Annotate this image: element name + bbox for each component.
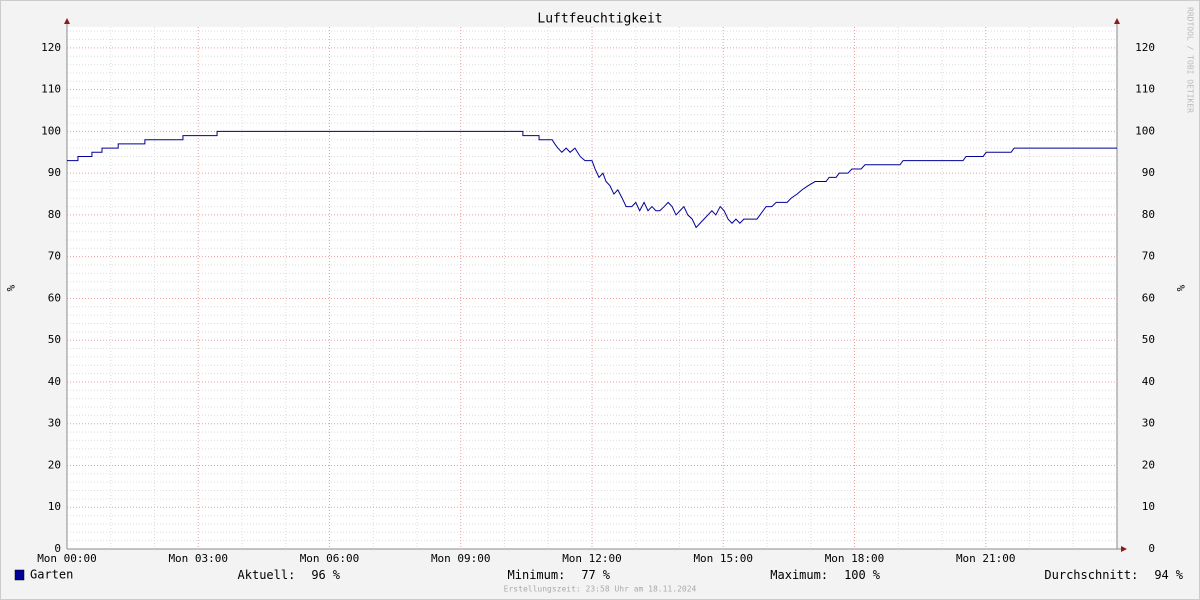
x-tick-label: Mon 12:00 [562,552,622,565]
stat-unit: % [1176,568,1184,582]
y-tick-label: 90 [48,166,61,179]
y2-tick-label: 40 [1142,375,1155,388]
stat-label: Minimum: [508,568,566,582]
y-tick-label: 50 [48,333,61,346]
stat-value: 94 [1154,568,1168,582]
x-tick-label: Mon 18:00 [825,552,885,565]
y-tick-label: 30 [48,417,61,430]
y2-tick-label: 80 [1142,208,1155,221]
x-tick-label: Mon 09:00 [431,552,491,565]
stat: Minimum: 77% [508,568,611,582]
y2-tick-label: 120 [1135,41,1155,54]
y2-tick-label: 20 [1142,458,1155,471]
stat: Maximum: 100% [770,568,880,582]
x-tick-label: Mon 00:00 [37,552,97,565]
stat: Durchschnitt: 94% [1044,568,1183,582]
axis-arrow [1114,18,1120,24]
x-tick-label: Mon 15:00 [693,552,753,565]
stat-unit: % [873,568,881,582]
y-tick-label: 0 [54,542,61,555]
y2-tick-label: 50 [1142,333,1155,346]
stat: Aktuell: 96% [238,568,341,582]
y-axis-label: % [4,285,17,292]
x-tick-label: Mon 06:00 [300,552,360,565]
y2-tick-label: 70 [1142,250,1155,263]
y-tick-label: 20 [48,458,61,471]
stat-value: 77 [581,568,595,582]
y-tick-label: 80 [48,208,61,221]
y-tick-label: 110 [41,83,61,96]
footer: Erstellungszeit: 23:58 Uhr am 18.11.2024 [504,585,697,594]
y2-tick-label: 90 [1142,166,1155,179]
watermark: RRDTOOL / TOBI OETIKER [1186,7,1195,113]
stat-label: Maximum: [770,568,828,582]
y-tick-label: 10 [48,500,61,513]
y2-tick-label: 0 [1148,542,1155,555]
axis-arrow [64,18,70,24]
stat-unit: % [333,568,341,582]
stat-unit: % [603,568,611,582]
stat-value: 96 [311,568,325,582]
stat-label: Aktuell: [238,568,296,582]
stat-value: 100 [844,568,866,582]
x-tick-label: Mon 03:00 [168,552,228,565]
legend-label: Garten [30,568,73,582]
y-tick-label: 100 [41,124,61,137]
y2-tick-label: 100 [1135,124,1155,137]
y2-tick-label: 110 [1135,83,1155,96]
axis-arrow [1121,546,1127,552]
legend-swatch [14,569,25,581]
data-line [67,130,1117,229]
y2-axis-label: % [1174,285,1187,292]
y-tick-label: 120 [41,41,61,54]
stat-label: Durchschnitt: [1044,568,1138,582]
y2-tick-label: 30 [1142,417,1155,430]
y-tick-label: 70 [48,250,61,263]
y-tick-label: 60 [48,291,61,304]
x-tick-label: Mon 21:00 [956,552,1016,565]
chart-title: Luftfeuchtigkeit [537,12,662,27]
y2-tick-label: 10 [1142,500,1155,513]
y-tick-label: 40 [48,375,61,388]
y2-tick-label: 60 [1142,291,1155,304]
